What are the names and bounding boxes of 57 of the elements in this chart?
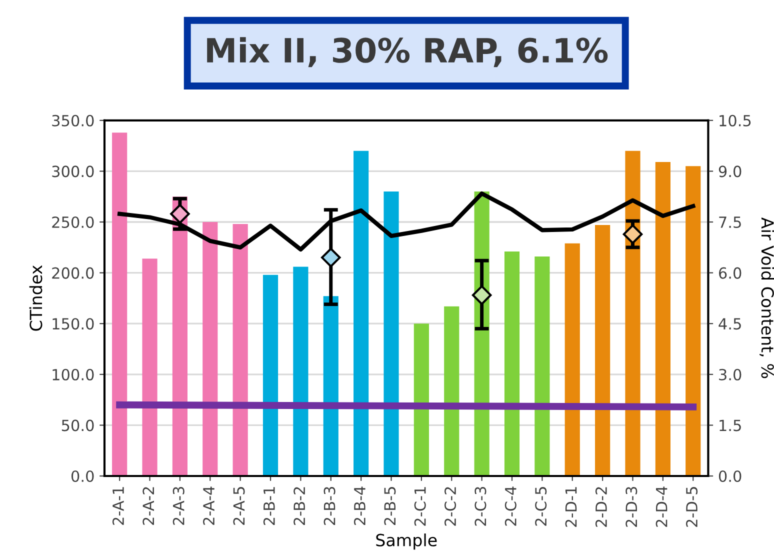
y-axis-title: CTindex (29, 265, 42, 331)
y2-tick-label: 3.0 (719, 368, 742, 380)
x-tick-label: 2-A-3 (172, 486, 184, 525)
y2-axis-title: Air Void Content, % (760, 217, 774, 378)
x-tick-label: 2-D-1 (565, 487, 577, 527)
bar (262, 274, 278, 476)
y-tick-label: 150.0 (52, 318, 94, 330)
x-tick-label: 2-A-2 (142, 487, 154, 525)
x-tick-label: 2-B-5 (384, 487, 396, 525)
x-tick-label: 2-B-4 (354, 486, 366, 525)
bar (112, 132, 128, 476)
y-tick-label: 300.0 (52, 166, 94, 178)
y-tick-label: 0.0 (71, 470, 94, 482)
bar (686, 166, 701, 476)
bar (384, 192, 399, 476)
x-tick-label: 2-B-1 (263, 487, 275, 525)
x-tick-label: 2-A-1 (112, 487, 124, 525)
bar (595, 225, 610, 476)
x-tick-label: 2-C-1 (414, 487, 426, 526)
y2-tick-label: 4.5 (718, 318, 741, 330)
y-tick-label: 50.0 (62, 420, 94, 432)
x-axis-title: Sample (376, 534, 437, 550)
bar (504, 251, 520, 476)
bar (414, 324, 429, 476)
y2-tick-label: 9.0 (718, 166, 742, 178)
x-tick-label: 2-C-4 (504, 486, 516, 526)
y2-tick-label: 6.0 (719, 267, 742, 279)
y-tick-label: 100.0 (52, 368, 94, 380)
x-tick-label: 2-B-2 (294, 487, 305, 525)
bar (142, 258, 158, 476)
y-tick-label: 200.0 (52, 267, 94, 279)
bar (564, 243, 580, 476)
x-tick-label: 2-D-2 (595, 487, 607, 527)
bar (354, 150, 369, 476)
bar (323, 296, 338, 476)
x-tick-label: 2-D-4 (656, 486, 668, 527)
x-tick-label: 2-B-3 (324, 486, 336, 525)
bar (655, 162, 670, 476)
y-tick-label: 250.0 (52, 216, 94, 228)
x-tick-label: 2-C-2 (444, 487, 456, 526)
x-tick-label: 2-D-3 (626, 486, 638, 527)
bar (232, 224, 248, 476)
bar (444, 306, 460, 476)
x-tick-label: 2-D-5 (686, 487, 698, 527)
bar (293, 266, 308, 476)
x-tick-label: 2-C-5 (535, 487, 547, 526)
x-tick-label: 2-A-5 (233, 487, 245, 525)
y2-tick-label: 0.0 (718, 470, 742, 482)
x-tick-label: 2-A-4 (203, 486, 214, 525)
y2-tick-label: 7.5 (719, 216, 741, 228)
y2-tick-label: 10.5 (720, 114, 751, 126)
bar (202, 222, 218, 476)
bar (534, 256, 550, 476)
chart-title: Mix II, 30% RAP, 6.1% (207, 37, 608, 68)
y2-tick-label: 1.5 (720, 420, 741, 432)
y-tick-label: 350.0 (52, 114, 94, 126)
x-tick-label: 2-C-3 (474, 486, 486, 526)
